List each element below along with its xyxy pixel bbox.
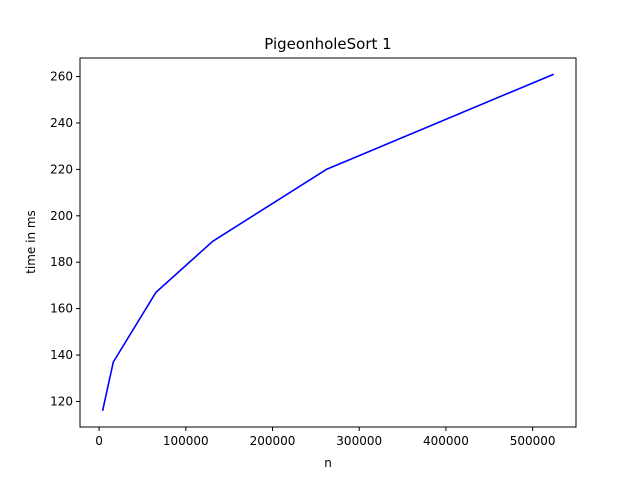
x-tick-label: 200000 xyxy=(250,434,296,448)
y-tick-label: 120 xyxy=(50,394,73,408)
y-tick-label: 240 xyxy=(50,116,73,130)
x-tick-label: 400000 xyxy=(423,434,469,448)
y-tick-label: 220 xyxy=(50,162,73,176)
x-tick-label: 100000 xyxy=(163,434,209,448)
y-tick-label: 260 xyxy=(50,70,73,84)
plot-area: 0 100000 200000 300000 400000 500000 120 140 16… xyxy=(50,57,577,448)
x-axis-label: n xyxy=(324,456,332,470)
x-tick-label: 500000 xyxy=(510,434,556,448)
y-tick-label: 180 xyxy=(50,255,73,269)
y-axis-label: time in ms xyxy=(24,210,38,274)
y-tick-label: 200 xyxy=(50,209,73,223)
y-tick-label: 160 xyxy=(50,302,73,316)
series-line-0 xyxy=(101,73,555,411)
plot-frame xyxy=(79,57,577,428)
x-tick-label: 0 xyxy=(95,434,103,448)
x-axis-ticks: 0 100000 200000 300000 400000 500000 xyxy=(95,427,556,448)
x-tick-label: 300000 xyxy=(336,434,382,448)
y-tick-label: 140 xyxy=(50,348,73,362)
chart-title: PigeonholeSort 1 xyxy=(264,35,391,53)
y-axis-ticks: 120 140 160 180 200 220 240 260 xyxy=(50,70,80,408)
series-layer xyxy=(101,73,555,411)
